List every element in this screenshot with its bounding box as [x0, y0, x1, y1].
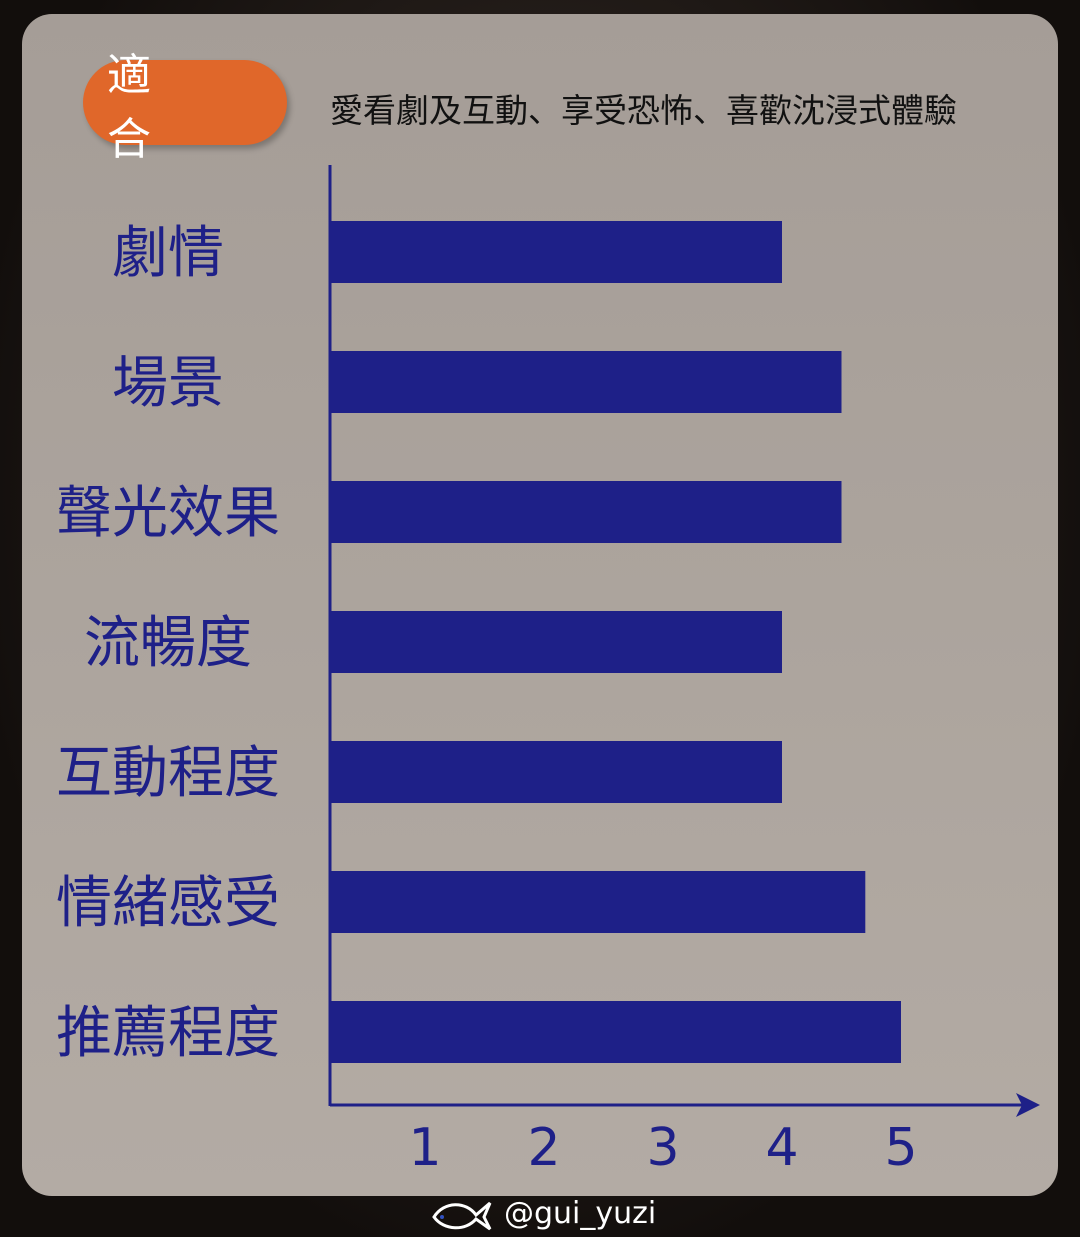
fish-icon — [432, 1201, 492, 1230]
bar-7 — [331, 1001, 901, 1063]
watermark-handle: @gui_yuzi — [504, 1196, 657, 1231]
category-label: 情緒感受 — [56, 871, 280, 936]
bar-1 — [331, 221, 782, 283]
bar-4 — [331, 611, 782, 673]
category-label: 場景 — [112, 351, 224, 416]
category-label: 流暢度 — [84, 611, 252, 676]
x-tick-label: 4 — [765, 1118, 798, 1178]
category-label: 劇情 — [112, 221, 224, 286]
bar-2 — [331, 351, 842, 413]
x-tick-label: 5 — [884, 1118, 917, 1178]
category-label: 互動程度 — [56, 741, 280, 806]
suitable-for-text: 愛看劇及互動、享受恐怖、喜歡沈浸式體驗 — [330, 91, 957, 130]
category-label: 聲光效果 — [56, 481, 280, 546]
watermark: @gui_yuzi — [430, 1196, 656, 1231]
x-tick-label: 2 — [527, 1118, 560, 1178]
bar-3 — [331, 481, 842, 543]
bar-6 — [331, 871, 866, 933]
x-tick-label: 1 — [408, 1118, 441, 1178]
chart-card — [22, 14, 1058, 1196]
bar-5 — [331, 741, 782, 803]
x-axis-arrow-icon — [1016, 1093, 1040, 1117]
x-tick-label: 3 — [646, 1118, 679, 1178]
category-label: 推薦程度 — [56, 1001, 280, 1066]
